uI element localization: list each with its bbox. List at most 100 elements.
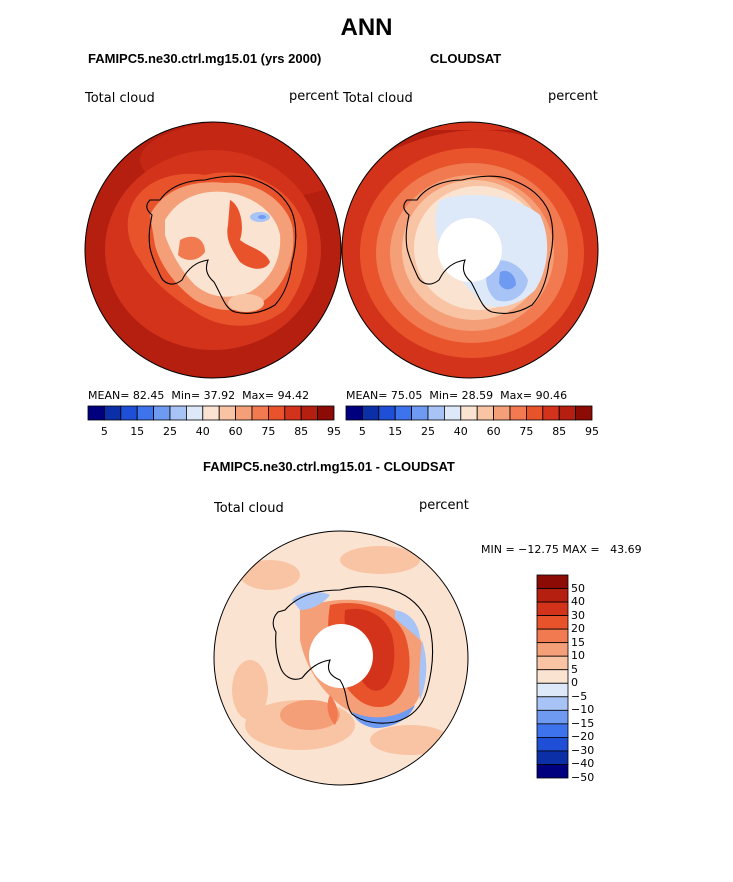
colorbar-tick-label: 10 [571,649,585,663]
colorbar-tick-label: 5 [100,425,108,438]
colorbar-swatch [558,405,577,421]
colorbar-swatch [104,405,122,421]
main-title: ANN [340,14,393,41]
colorbar-tick-label: 5 [358,425,366,438]
diff-subtitle: FAMIPC5.ne30.ctrl.mg15.01 - CLOUDSAT [203,459,455,474]
colorbar-swatch [136,405,154,421]
colorbar-swatch [284,405,302,421]
colorbar-tick-label: 15 [388,425,403,438]
panel2-subtitle: CLOUDSAT [430,51,502,66]
panel2-max-value: 90.46 [535,389,568,402]
panel2-max-label: Max= [500,389,533,402]
colorbar-tick-label: 20 [571,622,585,636]
panel2-variable-label: Total cloud [343,91,413,106]
colorbar-swatch [443,405,462,421]
colorbar-swatch [536,764,569,779]
colorbar-swatch [536,750,569,765]
colorbar-tick-label: 85 [552,425,567,438]
colorbar-swatch [536,588,569,603]
panel1-variable-label: Total cloud [85,91,155,106]
colorbar-swatch [394,405,413,421]
panel1-max-label: Max= [242,389,275,402]
colorbar-swatch [536,601,569,616]
colorbar-swatch [361,405,380,421]
colorbar-tick-label: −50 [571,771,595,784]
panel1-min-label: Min= [171,389,201,402]
colorbar-swatch [345,405,363,421]
colorbar-tick-label: 85 [294,425,309,438]
colorbar-tick-label: 60 [228,425,243,438]
colorbar-swatch [542,405,560,421]
panel1-units-label: percent [289,89,339,104]
colorbar-tick-label: 25 [163,425,177,438]
colorbar-swatch [378,405,396,421]
colorbar-swatch [536,696,569,711]
colorbar-tick-label: 0 [571,676,578,690]
diff-variable-label: Total cloud [214,501,284,516]
colorbar-tick-label: 95 [327,425,341,438]
panel1-min-value: 37.92 [203,389,236,402]
colorbar-swatch [493,405,511,421]
colorbar-tick-label: 25 [421,425,435,438]
colorbar-tick-label: 50 [571,581,585,595]
colorbar-swatch [185,405,204,421]
colorbar-tick-label: 40 [195,425,210,438]
colorbar-tick-label: 40 [453,425,468,438]
colorbar-swatch [218,405,236,421]
colorbar-swatch [202,405,220,421]
colorbar-swatch [536,737,569,752]
panel2-mean-value: 75.05 [390,389,423,402]
colorbar-tick-label: 15 [130,425,145,438]
colorbar-tick-label: −15 [571,716,595,730]
panel1-mean-label: MEAN= [88,389,130,402]
colorbar-swatch [169,405,187,421]
colorbar-tick-label: −10 [571,703,595,717]
colorbar-tick-label: −20 [571,730,595,744]
colorbar-swatch [235,405,253,421]
colorbar-swatch [411,405,429,421]
diff-range-text: MIN = −12.75 MAX = 43.69 [481,543,642,556]
colorbar-swatch [536,628,569,644]
colorbar-tick-label: −40 [571,757,595,771]
colorbar-swatch [536,642,569,657]
panel2-units-label: percent [548,89,598,104]
colorbar-swatch [460,405,478,421]
panel1-mean-value: 82.45 [132,389,165,402]
colorbar-swatch [120,405,138,421]
colorbar-tick-label: 5 [571,662,578,676]
colorbar-swatch [536,682,569,698]
observation-colorbar [345,405,593,421]
colorbar-swatch [300,405,319,421]
colorbar-tick-label: 15 [571,635,585,649]
colorbar-tick-label: −30 [571,743,595,757]
colorbar-swatch [536,615,569,630]
colorbar-tick-label: 60 [486,425,501,438]
colorbar-swatch [317,405,335,421]
diff-units-label: percent [419,498,469,513]
panel1-max-value: 94.42 [277,389,310,402]
difference-map [214,531,468,785]
colorbar-swatch [536,669,569,684]
model-colorbar [87,405,335,421]
colorbar-swatch [87,405,105,421]
panel2-min-value: 28.59 [461,389,494,402]
colorbar-tick-label: 30 [571,608,585,622]
observation-map [342,122,598,378]
colorbar-swatch [153,405,171,421]
panel2-stats: MEAN= 75.05 Min= 28.59 Max= 90.46 [346,389,567,402]
panel1-stats: MEAN= 82.45 Min= 37.92 Max= 94.42 [88,389,309,402]
colorbar-tick-label: 40 [571,595,585,609]
colorbar-tick-label: 75 [261,425,276,438]
panel2-min-label: Min= [429,389,459,402]
colorbar-tick-label: 95 [585,425,599,438]
colorbar-swatch [267,405,286,421]
model-map [85,122,341,378]
colorbar-swatch [536,655,569,671]
colorbar-swatch [575,405,593,421]
colorbar-swatch [251,405,269,421]
colorbar-swatch [526,405,544,421]
colorbar-tick-label: −5 [571,689,588,703]
colorbar-swatch [476,405,495,421]
colorbar-swatch [536,723,569,738]
